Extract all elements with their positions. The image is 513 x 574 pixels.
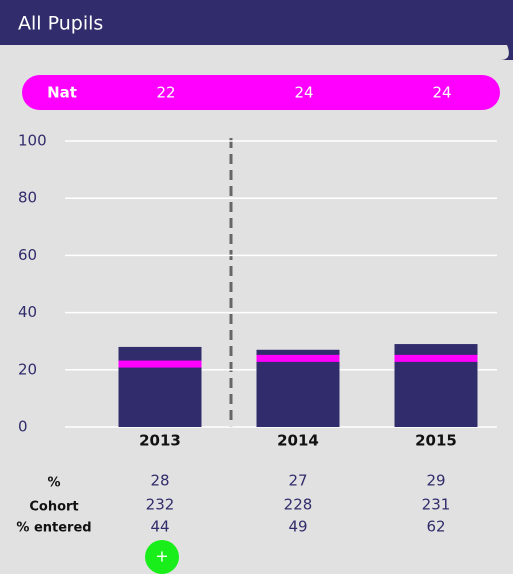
bar <box>256 349 340 427</box>
cohort-value: 231 <box>422 496 451 514</box>
cohort-value: 228 <box>284 496 313 514</box>
bar <box>118 346 202 427</box>
entered-value: 44 <box>150 518 169 536</box>
cohort-value: 232 <box>146 496 175 514</box>
x-tick-label: 2014 <box>277 432 319 450</box>
row-label: % <box>47 476 60 491</box>
nat-value: 24 <box>432 84 451 102</box>
row-label: Cohort <box>29 500 78 515</box>
x-tick-label: 2013 <box>139 432 181 450</box>
nat-pill <box>22 75 500 110</box>
entered-value: 49 <box>288 518 307 536</box>
nat-value: 22 <box>156 84 175 102</box>
y-tick-label: 0 <box>18 418 28 436</box>
nat-label: Nat <box>47 84 77 102</box>
y-tick-label: 80 <box>18 189 37 207</box>
y-tick-label: 20 <box>18 360 37 378</box>
add-button[interactable] <box>145 540 179 574</box>
nat-marker <box>394 354 478 362</box>
x-tick-label: 2015 <box>415 432 457 450</box>
nat-value: 24 <box>294 84 313 102</box>
pct-value: 27 <box>288 472 307 490</box>
pct-value: 28 <box>150 472 169 490</box>
nat-marker <box>256 354 340 362</box>
pct-value: 29 <box>426 472 445 490</box>
y-tick-label: 40 <box>18 303 37 321</box>
nat-marker <box>118 360 202 368</box>
add-button-label[interactable]: + <box>155 547 168 566</box>
y-tick-label: 60 <box>18 246 37 264</box>
row-label: % entered <box>16 521 91 536</box>
header-title: All Pupils <box>18 13 103 35</box>
header-bar-body <box>0 0 513 45</box>
y-tick-label: 100 <box>18 132 47 150</box>
entered-value: 62 <box>426 518 445 536</box>
